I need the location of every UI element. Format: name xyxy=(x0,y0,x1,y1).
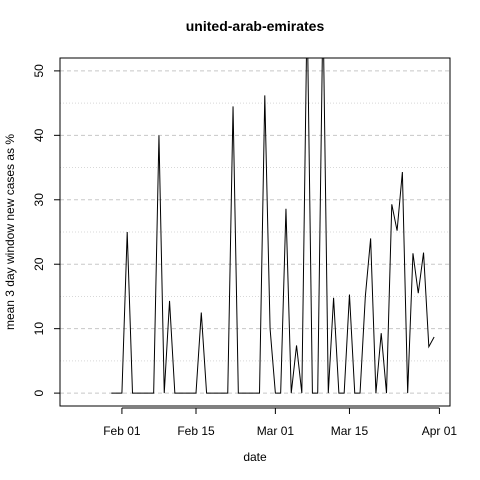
x-tick-label: Feb 15 xyxy=(177,424,215,438)
x-tick-label: Apr 01 xyxy=(422,424,458,438)
x-tick-label: Mar 15 xyxy=(331,424,369,438)
plot-frame xyxy=(59,57,451,407)
x-tick-label: Feb 01 xyxy=(103,424,141,438)
y-tick-label: 30 xyxy=(32,193,46,207)
data-line xyxy=(111,58,435,394)
chart-title: united-arab-emirates xyxy=(186,18,325,34)
y-tick-label: 10 xyxy=(32,322,46,336)
x-tick-label: Mar 01 xyxy=(257,424,295,438)
y-tick-label: 20 xyxy=(32,257,46,271)
x-axis-label: date xyxy=(243,450,267,464)
y-tick-label: 50 xyxy=(32,64,46,78)
y-tick-label: 0 xyxy=(32,389,46,396)
y-axis-label: mean 3 day window new cases as % xyxy=(3,134,17,330)
y-tick-label: 40 xyxy=(32,128,46,142)
